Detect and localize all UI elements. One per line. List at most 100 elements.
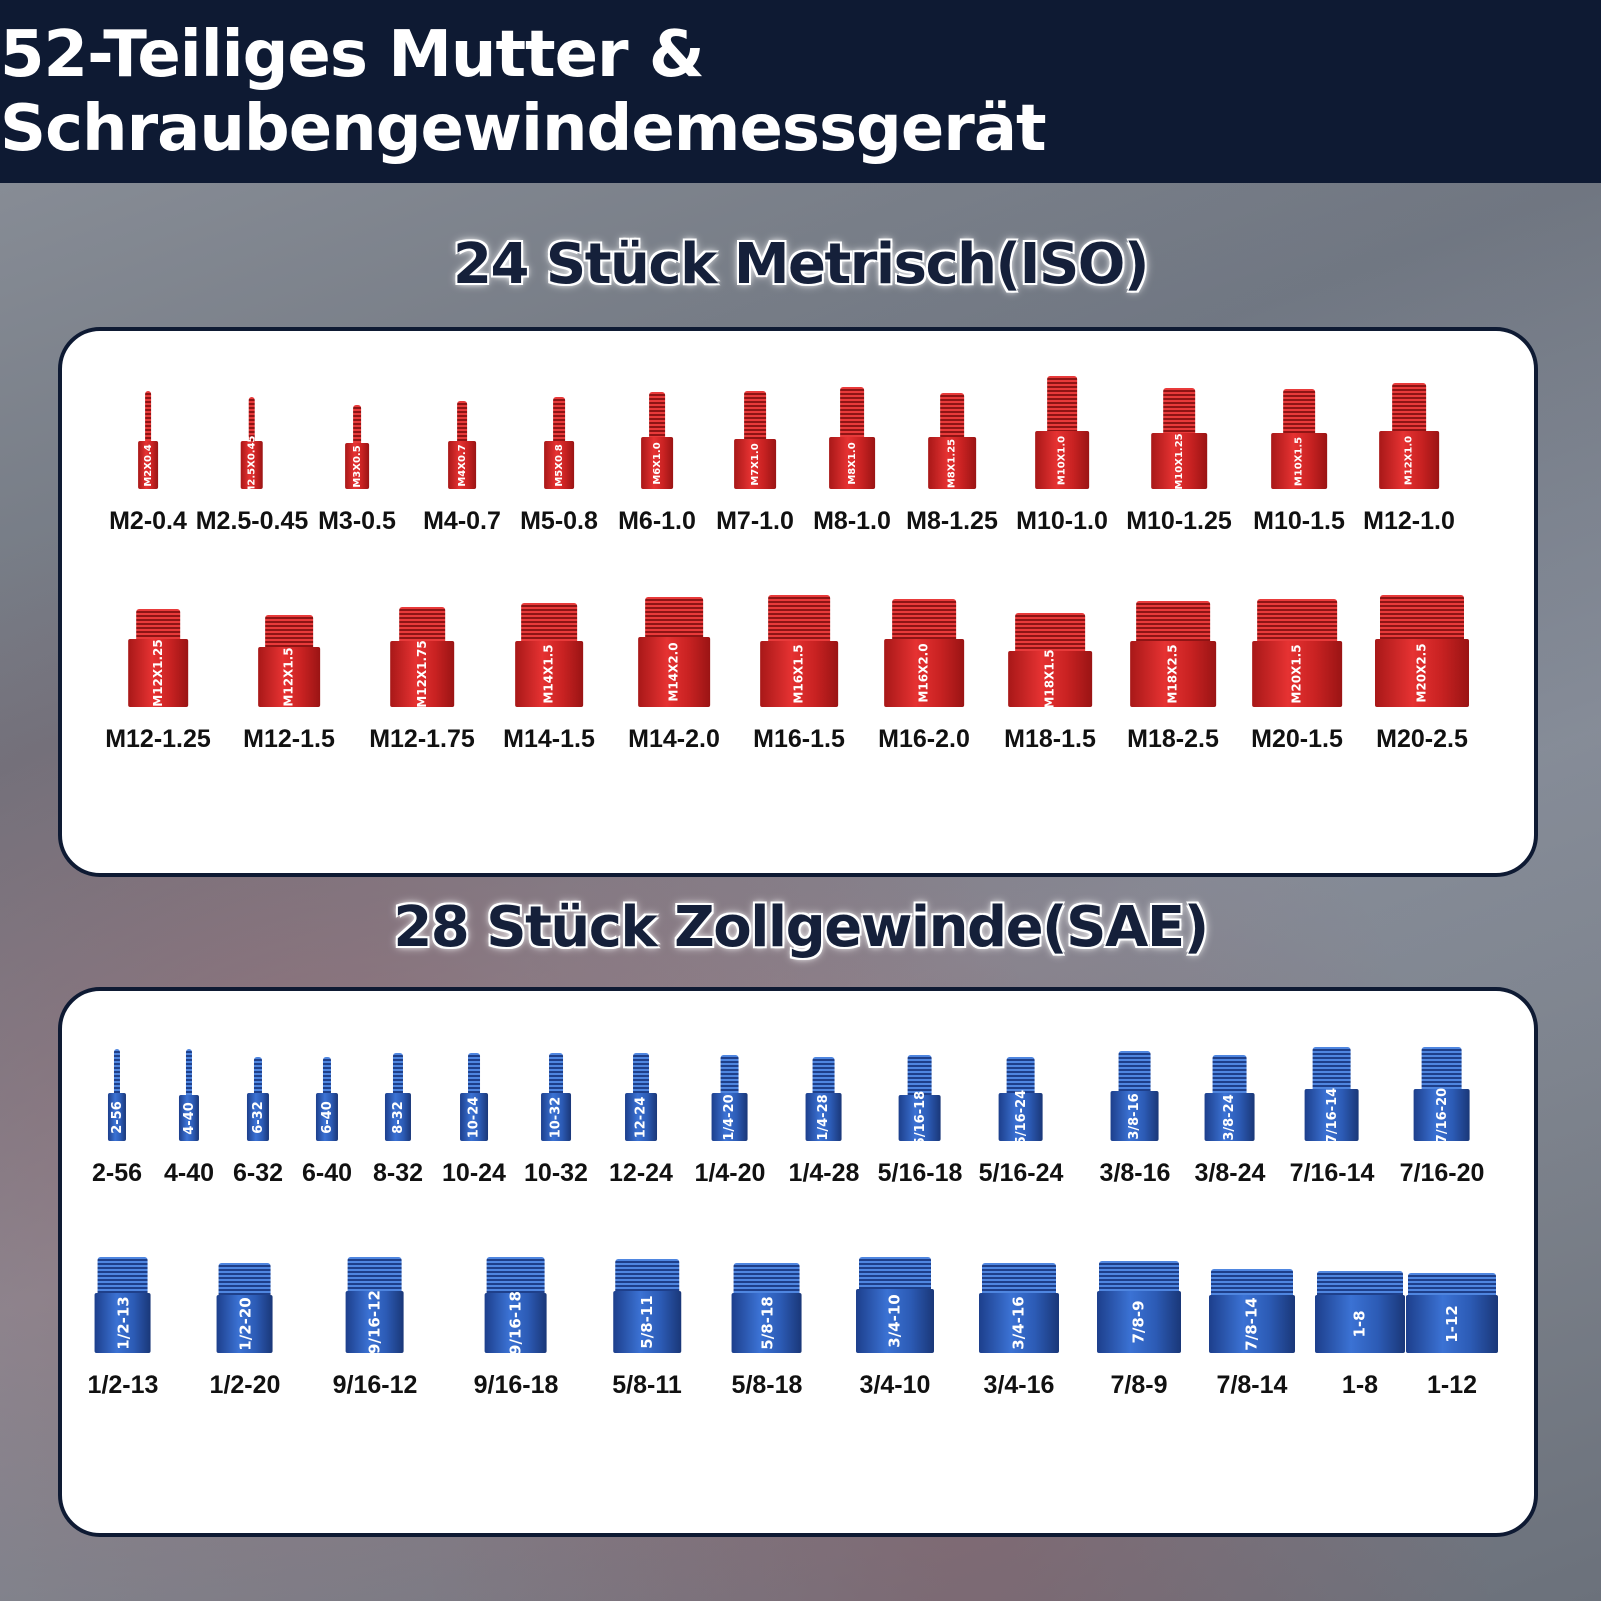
gauge-label: M8-1.25	[906, 507, 998, 535]
gauge-thread	[1118, 1051, 1151, 1091]
gauge-item: 7/8-9 7/8-9	[1097, 1261, 1181, 1400]
gauge-item: M5X0.8 M5-0.8	[520, 397, 598, 536]
gauge-body: 3/4-16	[979, 1293, 1059, 1353]
gauge-label: M10-1.0	[1016, 507, 1108, 535]
gauge-item: 1/2-13 1/2-13	[88, 1257, 158, 1400]
gauge-label: M5-0.8	[520, 507, 598, 535]
gauge-engraving: 5/8-11	[637, 1295, 656, 1349]
gauge-body: 12-24	[624, 1093, 657, 1141]
gauge-engraving: M14X2.0	[667, 642, 681, 702]
gauge-thread	[1380, 595, 1464, 639]
gauge-thread	[145, 391, 151, 441]
gauge-thread	[812, 1057, 835, 1093]
gauge-engraving: M12X1.25	[151, 639, 165, 707]
gauge-engraving: M6X1.0	[651, 441, 663, 485]
gauge-thread	[399, 607, 445, 641]
gauge-engraving: 3/8-16	[1127, 1092, 1143, 1140]
thread-gauge: 1/4-28	[805, 1057, 842, 1141]
gauge-engraving: 1/2-13	[113, 1296, 132, 1350]
gauge-body: M8X1.25	[928, 437, 976, 489]
gauge-body: M20X1.5	[1252, 641, 1342, 707]
gauge-label: M16-1.5	[753, 725, 845, 753]
gauge-body: 1-12	[1406, 1295, 1498, 1353]
header-banner: 52-Teiliges Mutter & Schraubengewindemes…	[0, 0, 1601, 183]
gauge-item: 12-24 12-24	[609, 1053, 673, 1188]
gauge-item: 1-8 1-8	[1315, 1271, 1405, 1400]
gauge-engraving: 6-40	[319, 1100, 335, 1134]
gauge-body: 6-40	[315, 1093, 338, 1141]
gauge-engraving: M16X1.5	[792, 644, 806, 704]
gauge-thread	[859, 1257, 931, 1289]
gauge-item: 10-24 10-24	[442, 1053, 506, 1188]
gauge-engraving: M8X1.0	[846, 441, 858, 485]
gauge-body: M5X0.8	[544, 441, 574, 489]
page-title: 52-Teiliges Mutter & Schraubengewindemes…	[0, 17, 1047, 166]
gauge-label: M20-2.5	[1376, 725, 1468, 753]
gauge-thread	[97, 1257, 148, 1293]
gauge-item: 5/8-11 5/8-11	[612, 1259, 682, 1400]
thread-gauge: 3/4-10	[856, 1257, 934, 1353]
gauge-engraving: 10-32	[548, 1096, 564, 1138]
gauge-item: M10X1.0 M10-1.0	[1016, 376, 1108, 536]
gauge-body: M2X0.4	[138, 441, 158, 489]
gauge-item: 5/16-24 5/16-24	[978, 1057, 1064, 1188]
thread-gauge: 1/4-20	[711, 1055, 748, 1141]
thread-gauge: M4X0.7	[448, 401, 476, 489]
metric-section-title: 24 Stück Metrisch(ISO)	[453, 232, 1149, 297]
gauge-body: 4-40	[178, 1095, 199, 1141]
sae-row-1: 2-56 2-56 4-40 4-40 6-32 6-32 6-40 6-40 8-32 8-32…	[62, 991, 1534, 1218]
gauge-body: M20X2.5	[1375, 639, 1469, 707]
gauge-label: 1-8	[1341, 1371, 1379, 1399]
gauge-label: 3/8-16	[1099, 1159, 1171, 1187]
gauge-thread	[940, 393, 964, 437]
gauge-thread	[548, 1053, 563, 1093]
gauge-item: M6X1.0 M6-1.0	[618, 392, 696, 536]
gauge-label: M4-0.7	[423, 507, 501, 535]
gauge-label: M10-1.5	[1253, 507, 1345, 535]
gauge-item: M20X1.5 M20-1.5	[1251, 599, 1343, 754]
gauge-body: 1/4-28	[805, 1093, 842, 1141]
thread-gauge: M20X1.5	[1252, 599, 1342, 707]
gauge-body: M16X2.0	[884, 639, 964, 707]
gauge-engraving: 10-24	[466, 1096, 482, 1138]
gauge-thread	[1099, 1261, 1179, 1291]
gauge-item: M12X1.75 M12-1.75	[369, 607, 475, 754]
thread-gauge: 2-56	[107, 1049, 126, 1141]
gauge-engraving: M16X2.0	[917, 643, 931, 703]
gauge-body: M10X1.25	[1151, 433, 1207, 489]
thread-gauge: M8X1.25	[928, 393, 976, 489]
gauge-thread	[249, 397, 255, 441]
gauge-thread	[744, 391, 766, 439]
thread-gauge: M8X1.0	[829, 387, 875, 489]
gauge-item: 9/16-12 9/16-12	[333, 1257, 417, 1400]
gauge-item: 5/8-18 5/8-18	[732, 1263, 802, 1400]
gauge-item: 1-12 1-12	[1406, 1273, 1498, 1400]
gauge-thread	[553, 397, 565, 441]
thread-gauge: 9/16-12	[345, 1257, 404, 1354]
gauge-engraving: M20X1.5	[1290, 644, 1304, 704]
thread-gauge: M3X0.5	[345, 405, 369, 489]
thread-gauge: 7/16-20	[1413, 1047, 1470, 1143]
gauge-body: M18X2.5	[1130, 641, 1216, 707]
gauge-item: 1/4-28 1/4-28	[789, 1057, 859, 1188]
thread-gauge: M10X1.25	[1151, 388, 1207, 489]
gauge-label: 5/16-24	[978, 1159, 1064, 1187]
thread-gauge: M12X1.25	[128, 609, 188, 707]
gauge-body: M2.5X0.45	[241, 435, 263, 495]
gauge-label: M7-1.0	[716, 507, 794, 535]
gauge-item: 2-56 2-56	[92, 1049, 142, 1188]
gauge-thread	[521, 603, 577, 641]
gauge-item: 3/8-16 3/8-16	[1099, 1051, 1171, 1188]
gauge-body: 10-32	[540, 1093, 571, 1141]
gauge-body: M12X1.0	[1379, 431, 1439, 489]
thread-gauge: 1-12	[1406, 1273, 1498, 1353]
gauge-label: M12-1.5	[243, 725, 335, 753]
gauge-label: 6-40	[301, 1159, 353, 1187]
gauge-thread	[1283, 389, 1315, 433]
gauge-item: 4-40 4-40	[164, 1049, 214, 1188]
gauge-engraving: M7X1.0	[749, 442, 761, 486]
gauge-body: M12X1.25	[128, 639, 188, 707]
thread-gauge: 1/2-13	[94, 1257, 151, 1353]
gauge-label: M12-1.25	[105, 725, 211, 753]
gauge-label: 12-24	[609, 1159, 673, 1187]
